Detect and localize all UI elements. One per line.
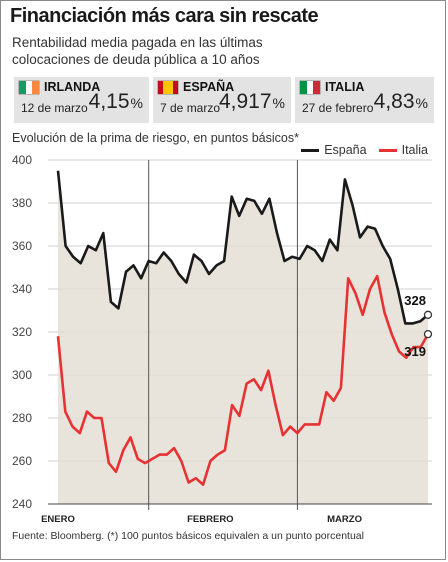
y-tick-label: 340 [12, 282, 32, 296]
card-date: 12 de marzo [21, 101, 88, 115]
card-value: 4,917% [219, 90, 285, 114]
legend-swatch-italia [378, 148, 397, 152]
card-country: ESPAÑA [183, 80, 235, 94]
card-value: 4,83% [374, 90, 428, 114]
card-value-number: 4,15 [88, 90, 130, 113]
y-tick-label: 360 [12, 239, 32, 253]
y-tick-label: 400 [12, 153, 32, 167]
card-date: 27 de febrero [302, 101, 374, 115]
legend-item-italia: Italia [378, 143, 428, 157]
card-value: 4,15% [89, 90, 143, 114]
y-tick-label: 320 [12, 325, 32, 339]
series-line-italia [56, 274, 430, 486]
legend-item-espana: España [301, 143, 367, 157]
x-tick-label-marzo: MARZO [327, 514, 362, 525]
card-value-unit: % [272, 95, 285, 111]
y-tick-label: 300 [12, 368, 32, 382]
card-value-unit: % [415, 95, 428, 111]
card-value-unit: % [130, 95, 143, 111]
series-line-espana [56, 170, 429, 325]
end-marker-0 [423, 310, 433, 319]
y-tick-label: 280 [12, 411, 32, 425]
legend-label-italia: Italia [401, 143, 428, 157]
chart-source: Fuente: Bloomberg. (*) 100 puntos básico… [12, 530, 364, 542]
y-tick-label: 240 [12, 497, 32, 511]
chart-title: Evolución de la prima de riesgo, en punt… [12, 131, 299, 145]
card-date: 7 de marzo [160, 101, 221, 115]
legend-swatch-espana [301, 148, 320, 152]
card-irlanda: IRLANDA 12 de marzo 4,15% [14, 77, 149, 123]
end-value-label-1: 319 [404, 344, 426, 359]
page-subtitle: Rentabilidad media pagada en las últimas… [12, 35, 263, 67]
card-espana: ESPAÑA 7 de marzo 4,917% [153, 77, 291, 123]
card-value-number: 4,917 [218, 90, 272, 113]
flag-italia-icon [300, 81, 321, 94]
card-value-number: 4,83 [373, 90, 415, 113]
y-tick-label: 380 [12, 196, 32, 210]
page-title: Financiación más cara sin rescate [10, 5, 319, 27]
end-marker-1 [423, 329, 433, 339]
chart-legend: España Italia [289, 143, 428, 157]
flag-irlanda-icon [19, 81, 40, 94]
legend-label-espana: España [324, 143, 367, 157]
end-value-label-0: 328 [404, 293, 426, 308]
card-country: IRLANDA [44, 80, 101, 94]
card-italia: ITALIA 27 de febrero 4,83% [295, 77, 434, 123]
x-tick-label-enero: ENERO [41, 514, 75, 525]
y-tick-label: 260 [12, 454, 32, 468]
area-fill-espana [58, 170, 428, 505]
x-tick-label-febrero: FEBRERO [187, 514, 233, 525]
flag-espana-icon [158, 81, 178, 94]
card-country: ITALIA [325, 80, 365, 94]
